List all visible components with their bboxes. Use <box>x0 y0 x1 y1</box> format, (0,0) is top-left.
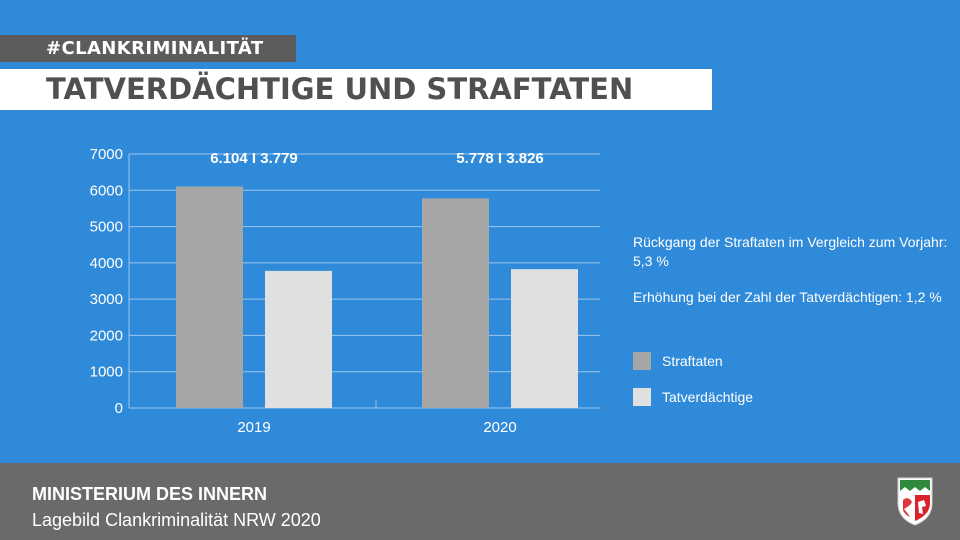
y-tick-label-2000: 2000 <box>90 327 123 344</box>
page-title: TATVERDÄCHTIGE UND STRAFTATEN <box>0 69 712 110</box>
bar-tatverdchtige-2020 <box>511 269 578 408</box>
legend-swatch-tatverdaechtige <box>633 388 651 406</box>
bar-straftaten-2019 <box>176 186 243 408</box>
x-category-label-2019: 2019 <box>237 419 270 436</box>
y-tick-label-0: 0 <box>115 400 123 417</box>
report-subtitle: Lagebild Clankriminalität NRW 2020 <box>32 510 321 530</box>
nrw-coat-of-arms-icon <box>897 477 933 526</box>
x-category-label-2020: 2020 <box>483 419 516 436</box>
y-tick-label-3000: 3000 <box>90 291 123 308</box>
ministry-name: MINISTERIUM DES INNERN <box>32 484 268 504</box>
footer: MINISTERIUM DES INNERN Lagebild Clankrim… <box>0 463 960 540</box>
data-label-2020: 5.778 I 3.826 <box>456 150 544 167</box>
y-tick-label-1000: 1000 <box>90 364 123 381</box>
note-tatverdaechtige-increase: Erhöhung bei der Zahl der Tatverdächtige… <box>633 289 942 305</box>
data-labels: 6.104 I 3.779 5.778 I 3.826 <box>210 150 544 167</box>
y-tick-label-7000: 7000 <box>90 146 123 163</box>
y-tick-label-5000: 5000 <box>90 219 123 236</box>
data-label-2019: 6.104 I 3.779 <box>210 150 298 167</box>
legend-swatch-straftaten <box>633 352 651 370</box>
x-axis-categories: 2019 2020 <box>237 419 516 436</box>
bar-straftaten-2020 <box>422 198 489 408</box>
hashtag-banner: #CLANKRIMINALITÄT <box>0 35 296 62</box>
y-tick-label-6000: 6000 <box>90 182 123 199</box>
note-straftaten-decline: Rückgang der Straftaten im Vergleich zum… <box>633 234 948 269</box>
bar-tatverdchtige-2019 <box>265 270 332 408</box>
chart-bars <box>176 186 578 408</box>
legend-label-tatverdaechtige: Tatverdächtige <box>662 389 754 405</box>
y-tick-label-4000: 4000 <box>90 255 123 272</box>
legend-label-straftaten: Straftaten <box>662 353 723 369</box>
y-axis-ticks: 0 1000 2000 3000 4000 5000 6000 7000 <box>90 146 123 417</box>
